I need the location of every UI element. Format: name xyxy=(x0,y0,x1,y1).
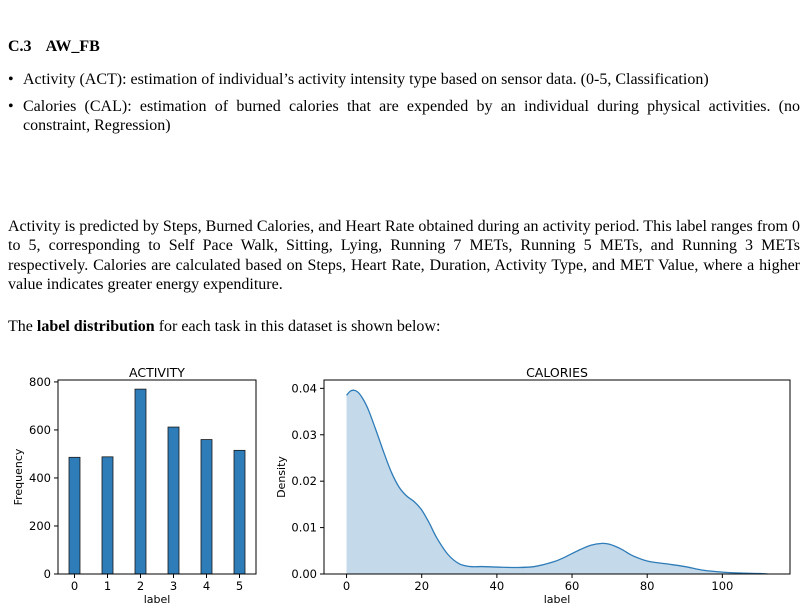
calories-y-axis-label: Density xyxy=(275,456,288,498)
activity-x-tick-label: 3 xyxy=(170,579,177,593)
calories-y-tick-label: 0.00 xyxy=(291,567,317,581)
activity-y-tick-label: 200 xyxy=(29,519,51,533)
calories-x-tick-label: 100 xyxy=(711,579,733,593)
activity-y-tick-label: 600 xyxy=(29,423,51,437)
section-heading: C.3 AW_FB xyxy=(8,38,100,56)
activity-x-tick-label: 1 xyxy=(104,579,111,593)
activity-bar-2 xyxy=(134,388,147,575)
activity-y-tick-label: 0 xyxy=(44,567,51,581)
activity-x-axis-label: label xyxy=(144,593,171,606)
calories-x-tick-label: 20 xyxy=(414,579,429,593)
task-item-calories: Calories (CAL): estimation of burned cal… xyxy=(8,97,800,135)
task-item-activity: Activity (ACT): estimation of individual… xyxy=(8,70,800,89)
calories-y-tick-label: 0.01 xyxy=(291,521,317,535)
label-distribution-bold: label distribution xyxy=(36,318,155,335)
activity-x-tick-label: 2 xyxy=(137,579,144,593)
activity-x-tick-label: 5 xyxy=(236,579,243,593)
description-paragraph: Activity is predicted by Steps, Burned C… xyxy=(8,218,800,294)
calories-x-tick-label: 40 xyxy=(490,579,505,593)
activity-bar-1 xyxy=(101,456,114,575)
calories-plot-frame xyxy=(323,379,791,575)
activity-x-tick-label: 0 xyxy=(71,579,78,593)
calories-y-tick-label: 0.03 xyxy=(291,428,317,442)
calories-x-tick-label: 0 xyxy=(343,579,350,593)
activity-y-axis-label: Frequency xyxy=(12,448,25,505)
label-distribution-text-before: The xyxy=(8,318,37,335)
section-number: C.3 xyxy=(8,38,32,55)
task-list: Activity (ACT): estimation of individual… xyxy=(8,70,800,143)
label-distribution-paragraph: The label distribution for each task in … xyxy=(8,317,800,336)
calories-density-area xyxy=(346,390,768,574)
calories-y-tick-label: 0.02 xyxy=(291,474,317,488)
calories-x-axis-label: label xyxy=(544,593,571,606)
label-distribution-figure: ACTIVITY 0 200 400 600 800 0 1 2 3 4 5 label Frequenc… xyxy=(8,360,808,610)
activity-y-tick-label: 800 xyxy=(29,375,51,389)
activity-y-tick-label: 400 xyxy=(29,471,51,485)
section-title: AW_FB xyxy=(45,38,100,55)
activity-bar-3 xyxy=(167,426,180,575)
calories-chart-title: CALORIES xyxy=(526,365,588,380)
calories-y-tick-label: 0.04 xyxy=(291,381,317,395)
activity-plot-frame xyxy=(57,379,257,575)
label-distribution-text-after: for each task in this dataset is shown b… xyxy=(154,318,441,335)
activity-bar-4 xyxy=(200,439,213,575)
calories-x-tick-label: 80 xyxy=(640,579,655,593)
calories-density-line xyxy=(346,389,768,575)
activity-chart-title: ACTIVITY xyxy=(129,365,185,380)
activity-x-tick-label: 4 xyxy=(203,579,210,593)
calories-x-tick-label: 60 xyxy=(565,579,580,593)
activity-bar-5 xyxy=(233,449,246,575)
activity-bar-0 xyxy=(68,456,81,575)
